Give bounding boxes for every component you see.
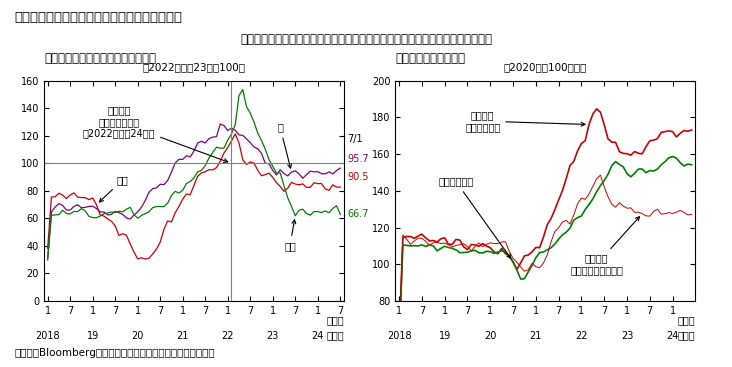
Line: 銅: 銅 xyxy=(48,124,340,258)
Text: 23: 23 xyxy=(621,331,633,342)
小麦 xyxy=(122,207,131,211)
Text: 原油: 原油 xyxy=(100,175,129,202)
Text: 20: 20 xyxy=(484,331,496,342)
Text: （年）: （年） xyxy=(326,330,344,340)
原油 xyxy=(122,233,131,237)
原油 xyxy=(336,185,345,189)
銅 xyxy=(261,161,269,166)
Text: 2018: 2018 xyxy=(35,331,60,342)
原油 xyxy=(167,220,176,224)
Text: 90.5: 90.5 xyxy=(347,172,368,182)
Text: 23: 23 xyxy=(266,331,279,342)
Text: 20: 20 xyxy=(132,331,144,342)
Text: （月）: （月） xyxy=(678,315,695,325)
銅 xyxy=(160,182,168,187)
Text: 輸入物価
（円ベース）: 輸入物価 （円ベース） xyxy=(465,110,585,132)
銅 xyxy=(216,122,225,126)
原油 xyxy=(163,219,172,223)
Text: 小麦: 小麦 xyxy=(284,220,296,251)
小麦 xyxy=(114,209,123,214)
Text: 66.7: 66.7 xyxy=(347,209,368,219)
小麦 xyxy=(163,201,172,206)
Text: 輸入物価
（契約通貨ベース）: 輸入物価 （契約通貨ベース） xyxy=(570,217,640,275)
Text: （月）: （月） xyxy=(326,315,344,325)
Text: 2018: 2018 xyxy=(386,331,411,342)
Text: ロシアの
ウクライナ侵略
（2022年２月24日）: ロシアの ウクライナ侵略 （2022年２月24日） xyxy=(83,105,228,163)
原油 xyxy=(141,257,149,261)
銅 xyxy=(114,210,123,215)
Text: （2022年２月23日＝100）: （2022年２月23日＝100） xyxy=(143,62,245,72)
銅 xyxy=(212,134,221,139)
銅 xyxy=(122,216,131,220)
小麦 xyxy=(336,212,345,217)
Text: （備考）Bloomberg、日本銀行「企業物価指数」により作成。: （備考）Bloomberg、日本銀行「企業物価指数」により作成。 xyxy=(15,348,215,358)
Text: 24: 24 xyxy=(666,331,679,342)
Text: 7/1: 7/1 xyxy=(347,134,362,144)
銅 xyxy=(163,178,172,183)
Text: 22: 22 xyxy=(222,331,234,342)
Text: 95.7: 95.7 xyxy=(347,154,369,164)
銅 xyxy=(43,256,52,261)
原油 xyxy=(265,171,274,175)
小麦 xyxy=(212,145,221,149)
Text: （年）: （年） xyxy=(678,330,695,340)
小麦 xyxy=(43,258,52,262)
Text: 第１－２－１図　国際商品市況と輸入物価指数: 第１－２－１図 国際商品市況と輸入物価指数 xyxy=(15,11,183,24)
Text: 銅: 銅 xyxy=(277,123,291,168)
Text: ドル円レート: ドル円レート xyxy=(438,177,511,258)
銅 xyxy=(336,166,345,170)
原油 xyxy=(114,233,123,237)
小麦 xyxy=(239,87,247,92)
Text: 21: 21 xyxy=(176,331,189,342)
Line: 小麦: 小麦 xyxy=(48,90,340,260)
Text: （2020年＝100、円）: （2020年＝100、円） xyxy=(504,62,587,72)
小麦 xyxy=(261,147,269,152)
原油 xyxy=(231,132,239,136)
Text: 輸入物価は契約通貨ベースでは横ばい圏内であるが、円ベースでは緩やかに上昇: 輸入物価は契約通貨ベースでは横ばい圏内であるが、円ベースでは緩やかに上昇 xyxy=(240,33,492,46)
Text: 24: 24 xyxy=(312,331,324,342)
Text: 21: 21 xyxy=(530,331,542,342)
Text: 19: 19 xyxy=(86,331,99,342)
Text: 19: 19 xyxy=(438,331,451,342)
Text: （１）国際商品市況（ドルベース）: （１）国際商品市況（ドルベース） xyxy=(44,52,156,65)
原油 xyxy=(43,246,52,251)
Text: 22: 22 xyxy=(575,331,588,342)
小麦 xyxy=(160,204,168,209)
Line: 原油: 原油 xyxy=(48,134,340,259)
Text: （２）輸入物価と為替: （２）輸入物価と為替 xyxy=(395,52,466,65)
原油 xyxy=(216,159,225,164)
